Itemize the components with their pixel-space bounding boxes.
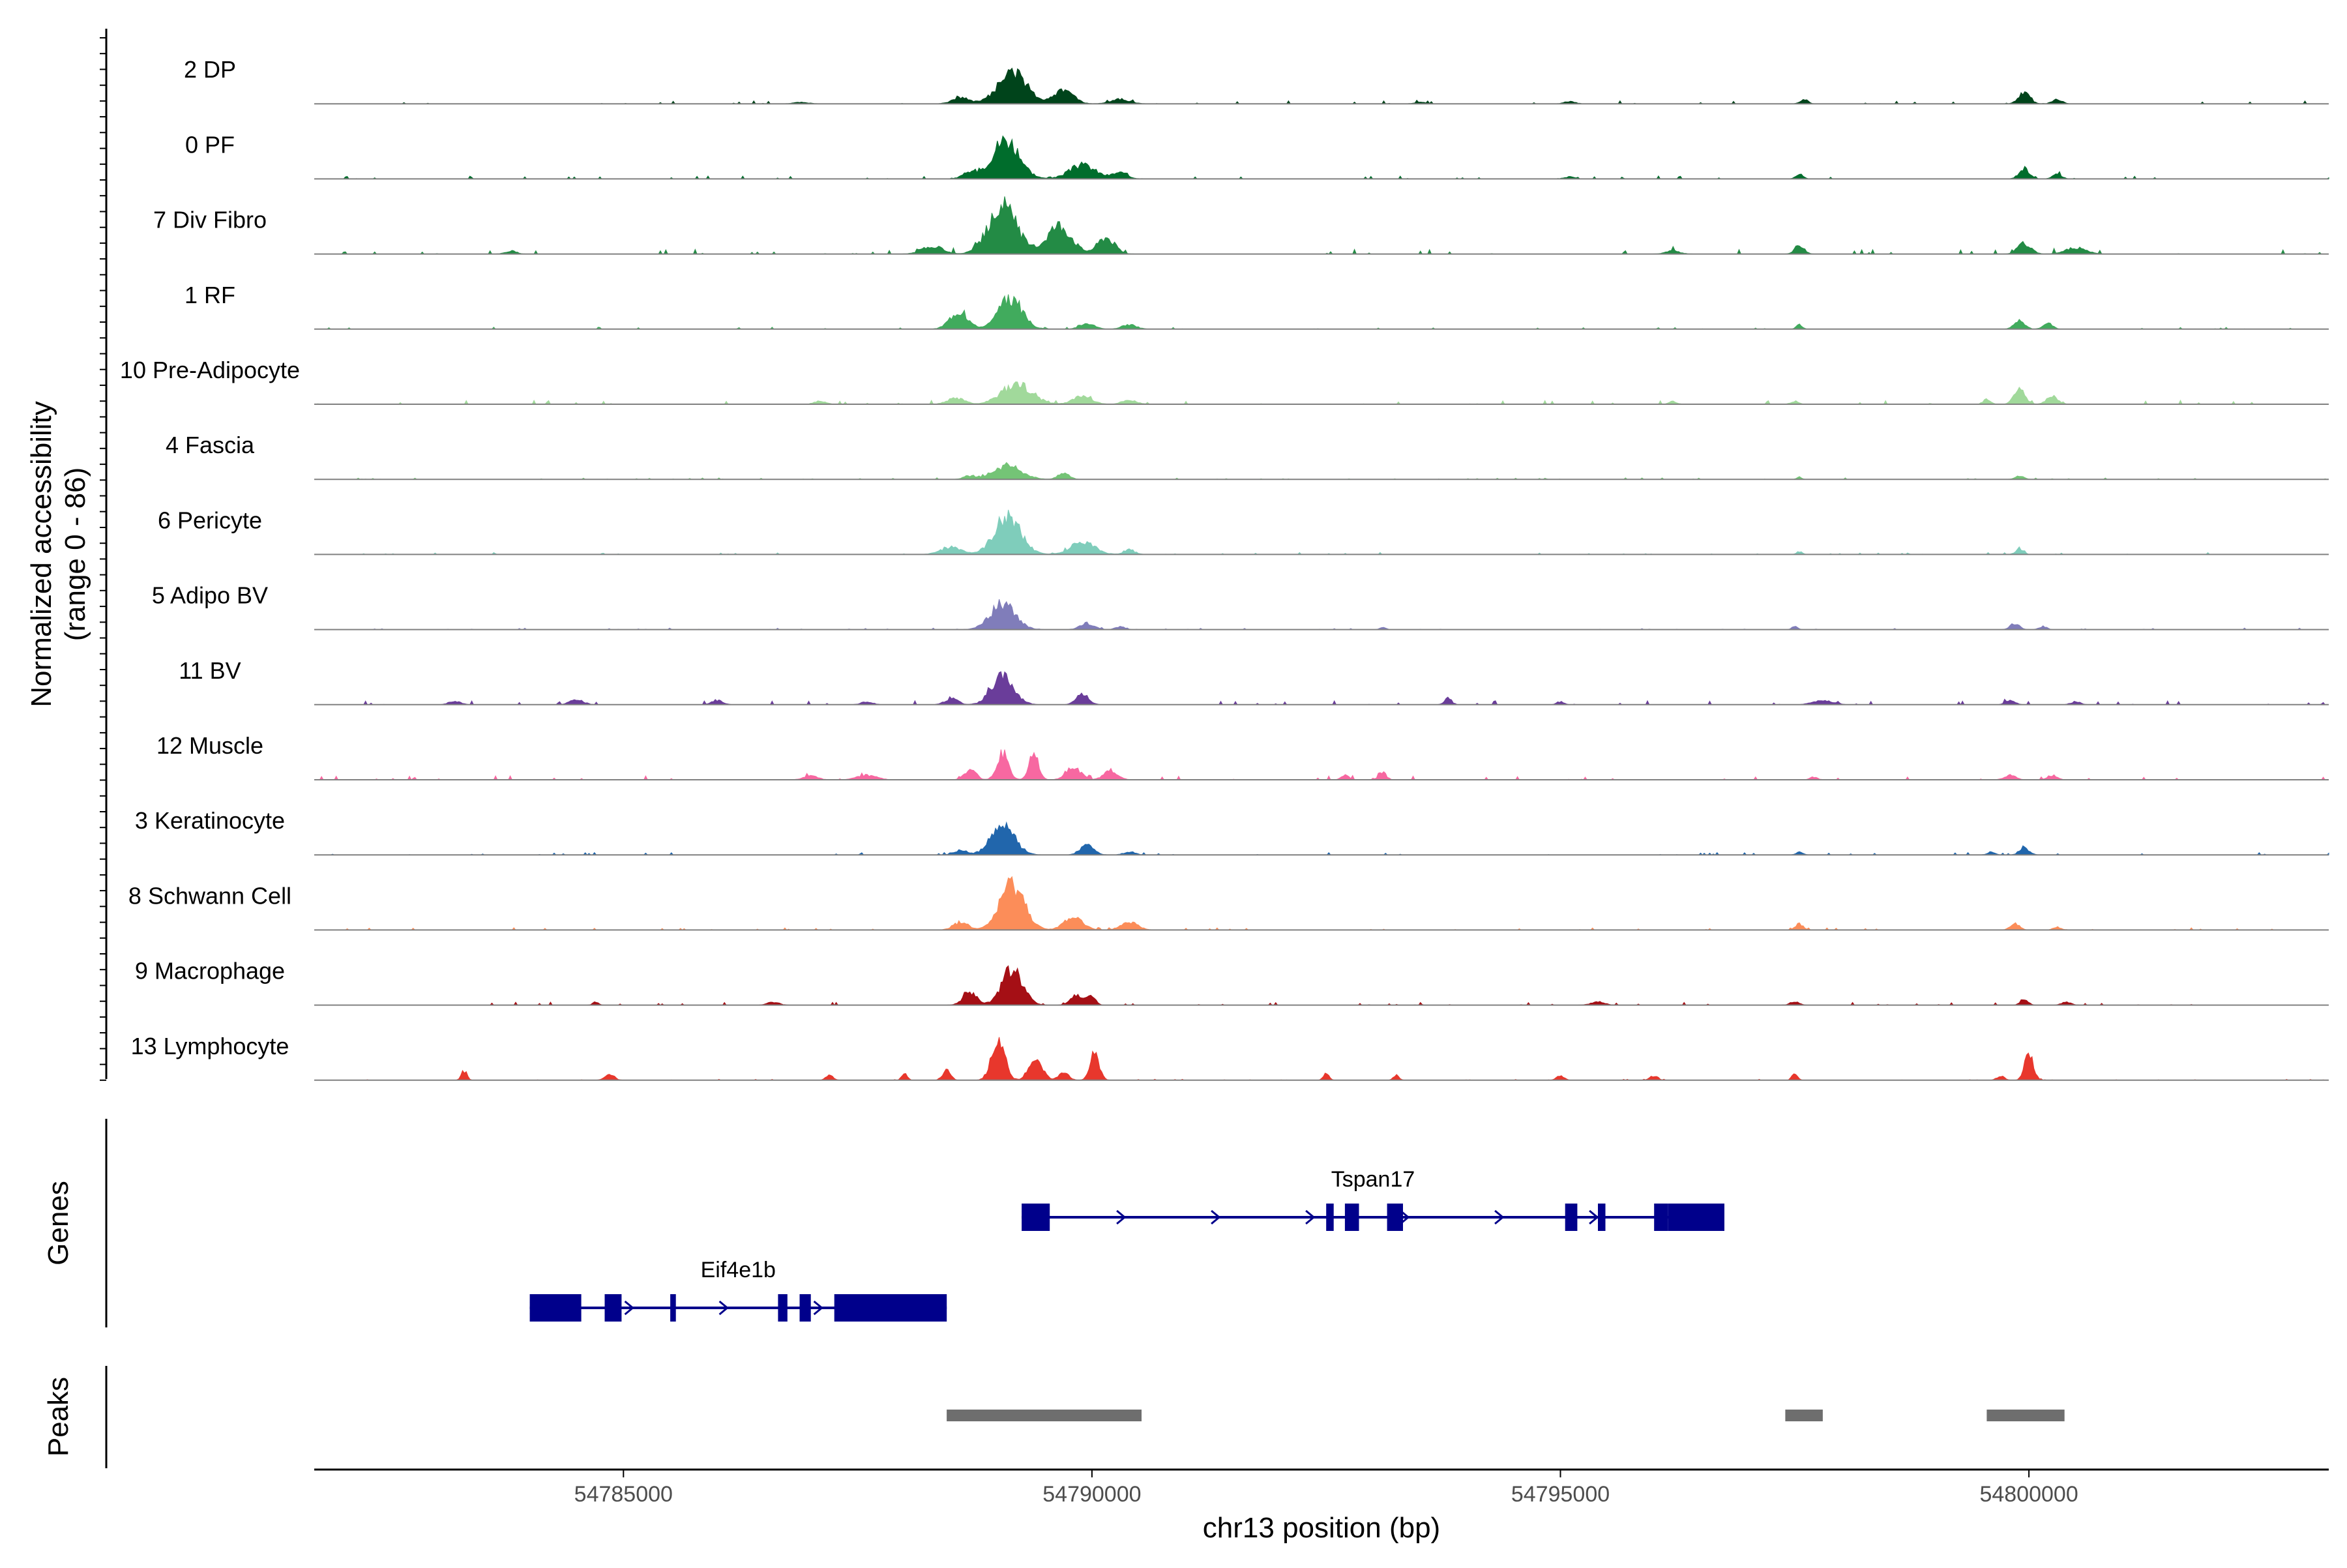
coverage-area — [314, 965, 2329, 1006]
exon — [1326, 1204, 1334, 1231]
coverage-area — [314, 749, 2329, 780]
track-label: 9 Macrophage — [135, 958, 285, 984]
exon — [1565, 1204, 1578, 1231]
track-label: 0 PF — [185, 131, 235, 158]
x-tick-label: 54795000 — [1511, 1482, 1610, 1507]
exon — [604, 1294, 622, 1322]
exon — [1598, 1204, 1606, 1231]
track-4: 1 RF — [185, 282, 2329, 330]
track-label: 7 Div Fibro — [153, 207, 267, 233]
peak-region-bar — [947, 1410, 1142, 1421]
peak-region-bar — [1986, 1410, 2065, 1421]
strand-arrow — [1400, 1209, 1410, 1225]
strand-arrow — [1305, 1209, 1316, 1225]
coverage-area — [314, 509, 2329, 555]
exon — [529, 1294, 582, 1322]
strand-arrow — [624, 1300, 634, 1316]
track-label: 11 BV — [179, 657, 241, 684]
track-8: 5 Adipo BV — [152, 582, 2329, 630]
exon — [1344, 1204, 1359, 1231]
exon — [834, 1294, 947, 1322]
track-13: 9 Macrophage — [135, 958, 2329, 1006]
y-axis-label-line1: Normalized accessibility — [25, 401, 57, 707]
exon — [1387, 1204, 1403, 1231]
track-label: 8 Schwann Cell — [128, 882, 291, 909]
y-axis-ticks — [100, 37, 106, 1081]
track-12: 8 Schwann Cell — [128, 876, 2329, 931]
coverage-area — [314, 196, 2329, 255]
coverage-area — [314, 876, 2329, 931]
track-label: 1 RF — [185, 282, 235, 308]
gene-eif4e1b: Eif4e1b — [529, 1258, 947, 1322]
peak-region-bar — [1785, 1410, 1823, 1421]
coverage-area — [314, 462, 2329, 480]
exon — [670, 1294, 676, 1322]
peak-region-panel — [947, 1410, 2065, 1421]
track-label: 12 Muscle — [156, 732, 263, 759]
coverage-area — [314, 294, 2329, 330]
track-9: 11 BV — [179, 657, 2329, 705]
gene-label: Tspan17 — [1331, 1167, 1415, 1192]
strand-arrow — [718, 1300, 729, 1316]
strand-arrow — [1494, 1209, 1505, 1225]
x-axis-ticks: 54785000 54790000 54795000 54800000 — [574, 1470, 2078, 1507]
coverage-area — [314, 381, 2329, 405]
track-label: 5 Adipo BV — [152, 582, 268, 609]
strand-arrow — [1211, 1209, 1221, 1225]
track-14: 13 Lymphocyte — [131, 1033, 2329, 1081]
track-7: 6 Pericyte — [158, 507, 2329, 555]
peaks-panel-label: Peaks — [42, 1377, 74, 1457]
exon — [1668, 1204, 1724, 1231]
coverage-area — [314, 67, 2329, 104]
exon — [799, 1294, 811, 1322]
track-label: 4 Fascia — [166, 432, 255, 458]
genes-panel-label: Genes — [42, 1181, 74, 1265]
gene-annotation-panel: Tspan17 Eif4e1b — [529, 1167, 1724, 1322]
track-2: 0 PF — [185, 131, 2329, 180]
track-10: 12 Muscle — [156, 732, 2329, 780]
coverage-area — [314, 671, 2329, 705]
track-11: 3 Keratinocyte — [135, 807, 2329, 856]
strand-arrow — [1589, 1209, 1599, 1225]
x-axis-label: chr13 position (bp) — [1203, 1512, 1440, 1544]
x-tick-label: 54790000 — [1042, 1482, 1141, 1507]
x-tick-label: 54800000 — [1979, 1482, 2078, 1507]
x-tick-label: 54785000 — [574, 1482, 673, 1507]
y-axis-label-line2: (range 0 - 86) — [59, 467, 91, 642]
track-label: 2 DP — [184, 56, 236, 83]
gene-label: Eif4e1b — [701, 1258, 776, 1282]
track-label: 6 Pericyte — [158, 507, 262, 533]
coverage-area — [314, 821, 2329, 855]
track-label: 3 Keratinocyte — [135, 807, 285, 834]
track-3: 7 Div Fibro — [153, 196, 2329, 255]
gene-tspan17: Tspan17 — [1022, 1167, 1724, 1231]
track-1: 2 DP — [184, 56, 2329, 105]
exon — [1654, 1204, 1668, 1231]
axes: 54785000 54790000 54795000 54800000 Normali… — [25, 29, 2329, 1544]
exon — [1022, 1204, 1050, 1231]
track-label: 13 Lymphocyte — [131, 1033, 289, 1059]
coverage-area — [314, 599, 2329, 630]
strand-arrow — [1116, 1209, 1127, 1225]
strand-arrow — [813, 1300, 823, 1316]
track-label: 10 Pre-Adipocyte — [120, 357, 300, 383]
track-5: 10 Pre-Adipocyte — [120, 357, 2329, 405]
coverage-area — [314, 1037, 2329, 1081]
exon — [778, 1294, 788, 1322]
track-6: 4 Fascia — [166, 432, 2329, 481]
coverage-tracks: 2 DP 0 PF 7 Div Fibro 1 RF 10 Pre-Adipocyte 4… — [120, 56, 2329, 1081]
coverage-area — [314, 135, 2329, 179]
